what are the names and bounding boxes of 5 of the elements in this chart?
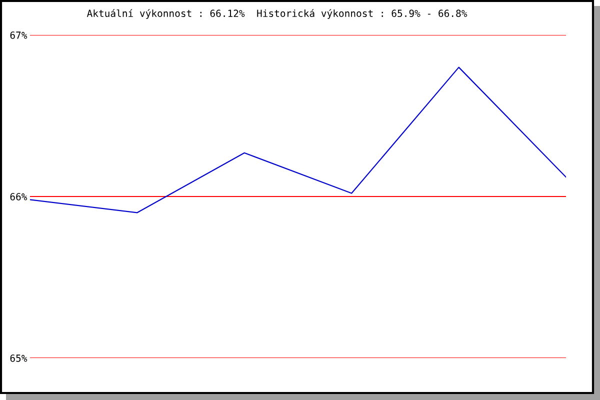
y-tick-label: 67% <box>10 32 28 39</box>
chart-title: Aktuální výkonnost : 66.12% Historická výkonnost : 65.9% - 66.8% <box>86 9 468 19</box>
line-series <box>30 66 566 214</box>
y-tick-label: 65% <box>10 354 28 362</box>
y-tick-label: 66% <box>10 193 28 200</box>
